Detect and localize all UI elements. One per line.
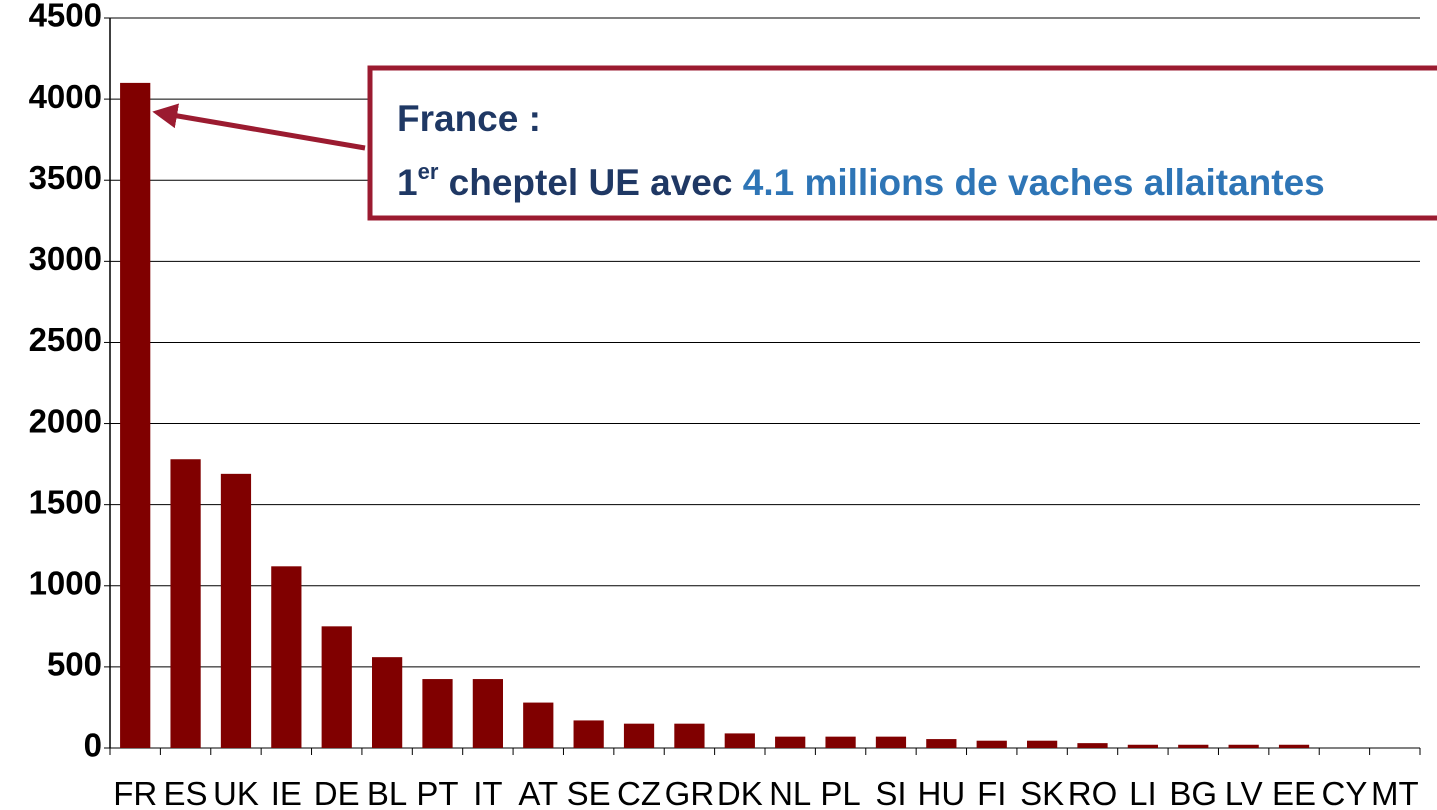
bar (1228, 744, 1259, 748)
annotation-title: France : (397, 98, 541, 139)
y-tick-label: 2500 (29, 321, 102, 358)
annotation-arrow (152, 103, 366, 151)
bar (1178, 744, 1209, 748)
plot-area: 0 500 1000 1500 2000 2500 3000 3500 4000 4500 FR ES… (29, 0, 1421, 810)
bar (724, 733, 755, 748)
bar (120, 82, 151, 748)
annotation-number: 1 (397, 162, 418, 203)
x-tick-label: LI (1129, 775, 1157, 810)
bar (775, 736, 806, 748)
annotation: France : 1er cheptel UE avec 4.1 million… (397, 98, 1325, 203)
x-tick-label: PL (820, 775, 860, 810)
x-tick-label: DK (717, 775, 763, 810)
x-tick-label: FR (113, 775, 157, 810)
bar (1077, 743, 1108, 748)
x-tick-label: PT (416, 775, 458, 810)
bar (523, 702, 554, 748)
bar (926, 739, 957, 748)
x-tick-label: SE (567, 775, 611, 810)
y-tick-label: 4000 (29, 78, 102, 115)
bar (623, 723, 655, 748)
bar (422, 679, 453, 748)
x-tick-label: HU (918, 775, 966, 810)
bar (976, 740, 1007, 748)
bar (321, 626, 352, 748)
y-tick-label: 3000 (29, 240, 102, 277)
x-tick-label: NL (769, 775, 811, 810)
y-tick-label: 2000 (29, 402, 102, 439)
x-tick-label: IE (271, 775, 302, 810)
annotation-highlight: 4.1 millions de vaches allaitantes (743, 162, 1325, 203)
x-tick-label: DE (314, 775, 360, 810)
x-tick-label: SK (1020, 775, 1064, 810)
x-tick-label: ES (164, 775, 208, 810)
bar (573, 720, 604, 748)
x-tick-label: CZ (617, 775, 661, 810)
y-tick-label: 1500 (29, 483, 102, 520)
x-tick-label: RO (1068, 775, 1118, 810)
annotation-box (367, 65, 1437, 221)
bar (1278, 744, 1310, 748)
bar (825, 736, 856, 748)
annotation-superscript: er (418, 159, 439, 184)
bar (271, 566, 302, 748)
bar (1127, 744, 1158, 748)
bar (220, 473, 252, 748)
y-tick-label: 1000 (29, 564, 102, 601)
bar (1027, 740, 1058, 748)
x-tick-label: GR (665, 775, 715, 810)
bar (875, 736, 907, 748)
bar (170, 459, 201, 748)
bar (472, 679, 503, 748)
y-tick-label: 500 (47, 646, 102, 683)
x-tick-label: AT (518, 775, 558, 810)
bar (372, 657, 403, 748)
y-tick-label: 0 (84, 727, 102, 764)
y-tick-label: 4500 (29, 0, 102, 34)
x-tick-label: IT (473, 775, 502, 810)
x-tick-label: MT (1371, 775, 1419, 810)
x-tick-label: CY (1322, 775, 1368, 810)
x-tick-label: UK (213, 775, 259, 810)
x-tick-label: EE (1272, 775, 1316, 810)
x-tick-label: SI (875, 775, 906, 810)
x-tick-label: FI (977, 775, 1006, 810)
x-tick-label: LV (1225, 775, 1263, 810)
annotation-text: 1er cheptel UE avec 4.1 millions de vach… (397, 159, 1325, 203)
x-tick-label: BG (1169, 775, 1217, 810)
annotation-body: cheptel UE avec (438, 162, 742, 203)
bar (674, 723, 705, 748)
y-tick-label: 3500 (29, 159, 102, 196)
x-tick-label: BL (367, 775, 407, 810)
